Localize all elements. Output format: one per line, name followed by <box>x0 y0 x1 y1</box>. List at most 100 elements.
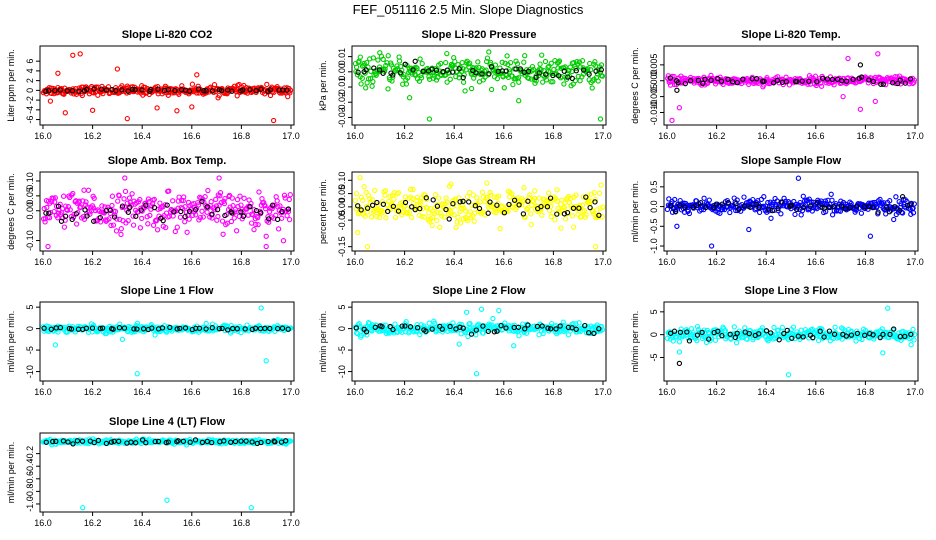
x-tick-label: 16.4 <box>133 257 151 267</box>
data-point <box>576 320 582 326</box>
data-point <box>110 326 116 332</box>
data-point <box>787 203 793 209</box>
data-point <box>682 204 688 210</box>
y-tick-label: -0.05 <box>337 210 347 231</box>
data-point <box>127 204 133 210</box>
data-point <box>151 204 158 211</box>
y-axis-label: ml/min per min. <box>318 311 328 373</box>
y-axis-label: degrees C per min. <box>630 47 640 124</box>
data-point <box>361 183 367 190</box>
data-point <box>112 212 118 218</box>
data-point <box>364 332 370 338</box>
data-point <box>827 201 833 207</box>
data-point <box>55 70 61 76</box>
data-point <box>473 70 479 76</box>
data-point <box>460 74 466 81</box>
data-point <box>736 206 742 212</box>
x-tick-label: 16.6 <box>183 518 201 528</box>
data-point <box>821 205 827 211</box>
data-point <box>91 86 97 92</box>
data-point <box>364 205 371 211</box>
data-point <box>74 438 81 444</box>
data-point <box>68 326 75 332</box>
data-point <box>897 77 903 83</box>
data-point <box>843 78 850 84</box>
data-point <box>436 195 442 201</box>
data-point <box>361 60 367 67</box>
x-tick-label: 16.4 <box>757 131 775 141</box>
data-point <box>826 328 833 334</box>
data-point <box>831 331 838 337</box>
data-point <box>418 72 424 79</box>
data-point <box>213 196 219 203</box>
data-point <box>413 64 419 70</box>
y-tick-label: -1.0 <box>649 238 659 254</box>
data-point <box>536 70 542 76</box>
data-point <box>410 186 416 193</box>
data-point <box>182 325 189 331</box>
data-point <box>486 49 492 55</box>
data-point <box>78 204 84 210</box>
y-tick-label: -5 <box>649 353 659 361</box>
data-point <box>548 326 554 332</box>
data-point <box>402 199 409 206</box>
data-point <box>195 83 201 89</box>
data-point <box>506 201 512 208</box>
data-point <box>776 337 782 343</box>
x-tick-label: 16.0 <box>658 257 676 267</box>
data-point <box>241 195 247 201</box>
data-point <box>248 505 254 511</box>
data-point <box>544 204 551 210</box>
panel-slope-li-820-temp: Slope Li-820 Temp. 16.0 16.2 16.4 16.6 16.8 17… <box>630 29 924 141</box>
data-point <box>548 60 554 66</box>
data-point <box>112 208 119 215</box>
panel-slope-sample-flow: Slope Sample Flow 16.0 16.2 16.4 16.6 16.8 17.… <box>630 155 924 267</box>
data-point <box>387 323 393 330</box>
data-point <box>240 87 246 93</box>
data-point <box>557 323 563 329</box>
data-point <box>885 305 891 311</box>
data-point <box>228 439 234 445</box>
data-point <box>677 202 683 208</box>
data-point <box>195 86 202 92</box>
data-point <box>450 63 456 69</box>
data-point <box>182 219 188 225</box>
data-point <box>167 324 173 331</box>
data-point <box>698 200 704 206</box>
data-point <box>494 202 500 208</box>
data-point <box>363 67 369 73</box>
x-tick-label: 16.6 <box>807 131 825 141</box>
data-point <box>456 341 462 347</box>
data-point <box>46 87 52 94</box>
data-point <box>514 61 521 67</box>
data-point <box>199 198 205 205</box>
data-point <box>262 325 268 332</box>
data-point <box>390 72 396 78</box>
data-point <box>565 74 571 80</box>
data-point <box>672 196 678 203</box>
y-axis-label: degrees C per min. <box>6 173 16 250</box>
data-point <box>511 343 517 349</box>
x-tick-label: 16.4 <box>445 387 463 397</box>
data-point <box>756 204 762 210</box>
data-point <box>671 328 678 334</box>
data-point <box>80 198 86 204</box>
data-point <box>70 441 76 447</box>
data-point <box>747 204 753 210</box>
data-point <box>357 54 363 60</box>
data-point <box>543 71 549 77</box>
data-point <box>194 72 200 78</box>
data-point <box>449 69 456 75</box>
data-point <box>563 216 569 222</box>
data-point <box>911 79 917 86</box>
data-point <box>902 80 908 86</box>
data-point <box>229 88 235 94</box>
x-tick-label: 16.2 <box>84 518 102 528</box>
data-point <box>596 326 602 332</box>
series-selected <box>41 324 291 333</box>
data-point <box>765 199 771 206</box>
data-point <box>379 199 386 205</box>
data-point <box>589 85 595 91</box>
data-point <box>81 216 88 222</box>
data-point <box>799 78 805 84</box>
